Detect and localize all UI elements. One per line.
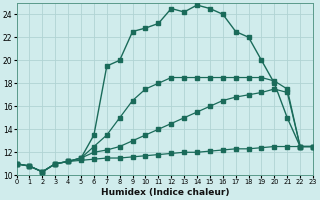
X-axis label: Humidex (Indice chaleur): Humidex (Indice chaleur): [100, 188, 229, 197]
